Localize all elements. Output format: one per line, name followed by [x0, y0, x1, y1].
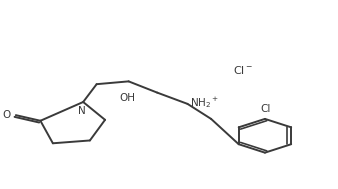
Text: NH$_2$$^+$: NH$_2$$^+$ [190, 95, 219, 110]
Text: O: O [3, 110, 11, 120]
Text: OH: OH [119, 93, 135, 103]
Text: Cl$^-$: Cl$^-$ [233, 64, 253, 76]
Text: Cl: Cl [260, 104, 271, 114]
Text: N: N [78, 106, 86, 116]
